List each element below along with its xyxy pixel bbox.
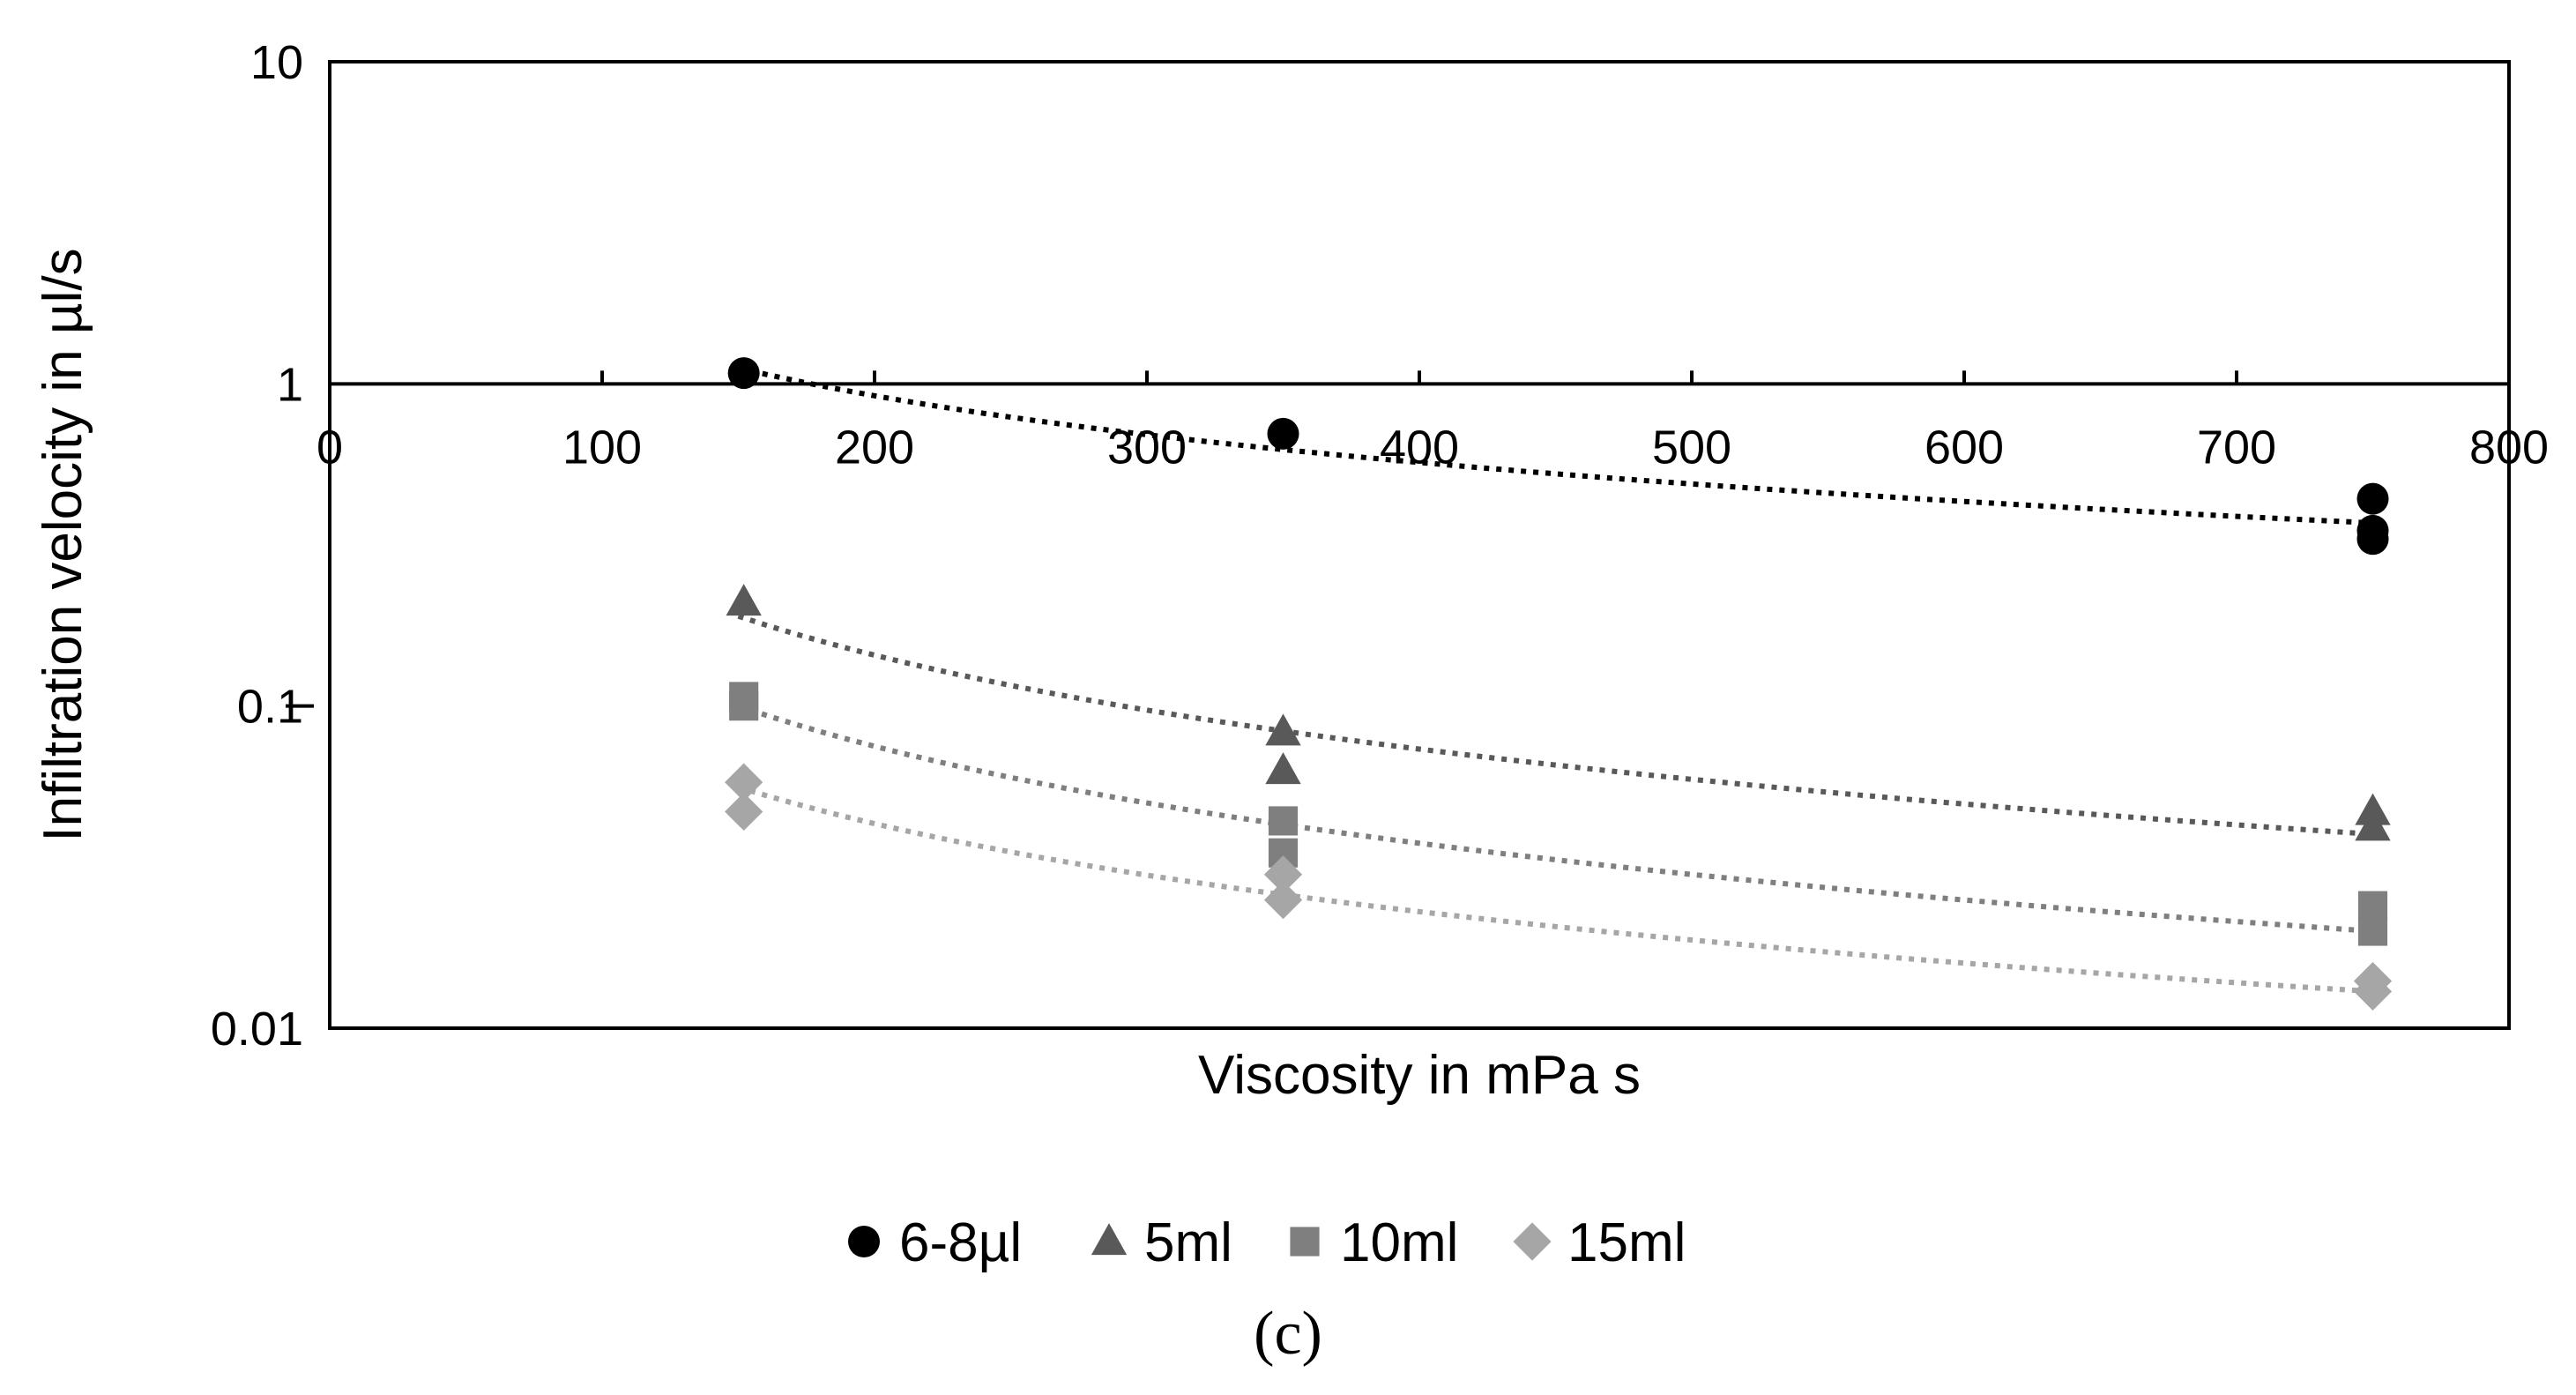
y-axis-title: Infiltration velocity in µl/s: [33, 248, 93, 841]
data-point-square: [729, 691, 759, 721]
data-point-diamond: [2353, 972, 2393, 1011]
x-axis-title: Viscosity in mPa s: [1198, 1045, 1641, 1106]
x-tick-label: 100: [562, 421, 642, 474]
y-tick-label: 0.01: [211, 1003, 303, 1056]
data-point-triangle: [1265, 713, 1301, 746]
legend-marker-diamond: [1513, 1222, 1552, 1261]
data-point-circle: [2356, 482, 2389, 515]
y-tick-label: 10: [250, 36, 303, 89]
legend-marker-circle: [848, 1226, 880, 1257]
x-tick-label: 600: [1925, 421, 2004, 474]
data-point-circle: [1267, 417, 1299, 450]
data-point-square: [2357, 916, 2388, 946]
data-point-square: [1268, 806, 1299, 836]
data-markers: [725, 357, 2393, 1011]
trendlines: [737, 365, 2373, 995]
trendline-circle: [737, 365, 2373, 526]
data-point-triangle: [726, 584, 762, 616]
legend: 6-8µl 5ml 10ml 15ml: [848, 1212, 1686, 1273]
x-tick-label: 0: [316, 421, 343, 474]
data-point-triangle: [2355, 809, 2391, 841]
data-point-diamond: [725, 792, 763, 832]
data-point-diamond: [1263, 855, 1303, 894]
figure-caption: (c): [1254, 1300, 1322, 1368]
plot-area-frame: [328, 60, 2511, 1030]
trendline-triangle: [737, 613, 2373, 837]
legend-label: 15ml: [1567, 1212, 1686, 1273]
trendline-square: [737, 703, 2373, 934]
data-point-diamond: [1263, 881, 1303, 920]
legend-marker-triangle: [1091, 1223, 1128, 1256]
legend-label: 5ml: [1144, 1212, 1232, 1273]
x-tick-label: 500: [1652, 421, 1731, 474]
legend-label: 10ml: [1340, 1212, 1458, 1273]
x-axis-ticks: 0 100 200 300 400 500 600 700 800: [316, 370, 2549, 474]
trendline-diamond: [737, 784, 2373, 995]
data-point-circle: [727, 357, 760, 390]
x-tick-label: 400: [1380, 421, 1459, 474]
data-point-square: [2357, 891, 2388, 921]
y-tick-label: 1: [277, 358, 303, 411]
data-point-triangle: [1265, 752, 1301, 785]
data-point-circle: [2356, 523, 2389, 556]
legend-label: 6-8µl: [899, 1212, 1022, 1273]
x-tick-label: 800: [2469, 421, 2549, 474]
data-point-diamond: [725, 763, 763, 802]
legend-marker-square: [1290, 1227, 1320, 1257]
x-tick-label: 700: [2197, 421, 2276, 474]
x-tick-label: 300: [1107, 421, 1187, 474]
x-tick-label: 200: [835, 421, 914, 474]
